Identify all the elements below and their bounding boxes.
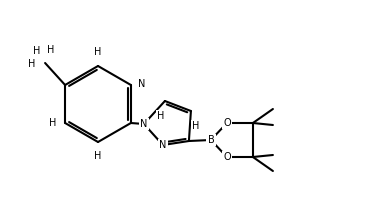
Text: H: H xyxy=(28,59,35,69)
Text: H: H xyxy=(94,47,102,57)
Text: N: N xyxy=(138,79,145,89)
Text: H: H xyxy=(157,111,165,121)
Text: O: O xyxy=(223,118,231,128)
Text: H: H xyxy=(47,45,55,55)
Text: N: N xyxy=(159,140,167,150)
Text: H: H xyxy=(33,46,41,56)
Text: H: H xyxy=(94,151,102,161)
Text: N: N xyxy=(140,119,147,129)
Text: B: B xyxy=(208,135,214,145)
Text: H: H xyxy=(49,118,56,128)
Text: O: O xyxy=(223,152,231,162)
Text: H: H xyxy=(192,121,199,131)
